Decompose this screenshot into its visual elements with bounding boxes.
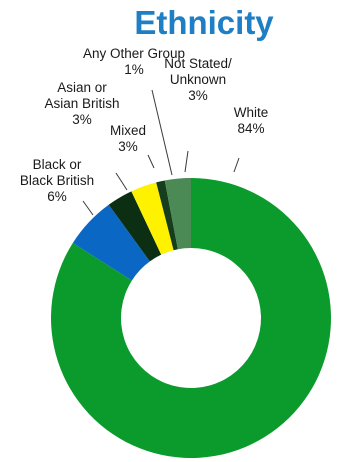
label-line: 3%	[118, 139, 138, 154]
label-line: Mixed	[110, 123, 146, 138]
label-line: Asian British	[44, 96, 119, 111]
label-mixed: Mixed 3%	[110, 123, 146, 154]
label-line: 3%	[72, 112, 92, 127]
slice-labels: White 84%Black or Black British 6%Asian or A…	[20, 46, 268, 204]
label-line: Unknown	[170, 72, 226, 87]
label-line: Any Other Group	[83, 46, 185, 61]
label-black-or: Black or Black British 6%	[20, 157, 94, 204]
label-line: Asian or	[57, 80, 107, 95]
label-white: White 84%	[234, 105, 269, 136]
slice-asian-or	[108, 191, 162, 262]
slice-any-other-group	[156, 180, 178, 251]
label-not-stated: Not Stated/Unknown 3%	[164, 56, 232, 103]
slice-black-or	[72, 204, 150, 281]
label-line: White	[234, 105, 269, 120]
chart-title: Ethnicity	[134, 4, 274, 41]
label-line: Black British	[20, 173, 94, 188]
leader-line-black-or	[82, 200, 94, 216]
label-line: 6%	[47, 189, 67, 204]
label-line: 1%	[124, 62, 144, 77]
leader-lines	[82, 89, 240, 216]
leader-line-not-stated	[184, 150, 189, 173]
label-line: Not Stated/	[164, 56, 232, 71]
leader-line-any-other-group	[151, 89, 173, 176]
leader-line-mixed	[147, 154, 155, 169]
leader-line-white	[233, 157, 240, 173]
label-any-other-group: Any Other Group 1%	[83, 46, 185, 77]
slice-white	[50, 178, 331, 458]
donut-slices	[50, 178, 331, 458]
label-asian-or: Asian or Asian British 3%	[44, 80, 119, 127]
slice-not-stated	[164, 178, 191, 250]
slice-mixed	[131, 182, 174, 255]
label-line: 84%	[237, 121, 264, 136]
label-line: Black or	[33, 157, 82, 172]
leader-line-asian-or	[115, 172, 128, 191]
label-line: 3%	[188, 88, 208, 103]
